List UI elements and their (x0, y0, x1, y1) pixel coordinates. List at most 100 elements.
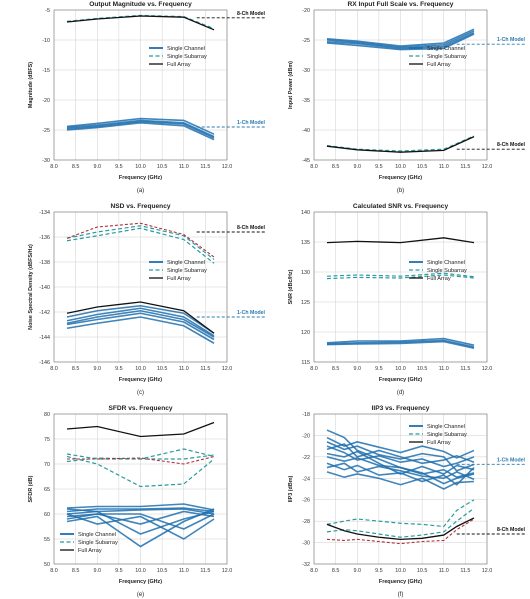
series-line-single-subarray (326, 272, 475, 278)
legend-entry: Single Subarray (427, 268, 467, 274)
legend: Single Channel Single Subarray Full Array (60, 532, 118, 554)
series-line-full-array (326, 237, 475, 244)
x-tick-label: 12.0 (222, 366, 233, 372)
panel-label: (a) (137, 188, 144, 194)
series-line-single-channel (326, 429, 475, 485)
x-tick-label: 9.0 (354, 366, 362, 372)
x-tick-label: 8.5 (72, 568, 80, 574)
y-tick-label: -146 (39, 360, 50, 366)
series-line-single-channel (66, 507, 215, 513)
x-tick-label: 8.5 (72, 366, 80, 372)
y-axis-label: Noise Spectral Density (dBFS/Hz) (28, 244, 34, 330)
series-line-single-channel (326, 337, 475, 346)
x-tick-label: 8.5 (72, 164, 80, 170)
y-tick-label: -30 (302, 541, 310, 547)
legend-entry: Single Subarray (427, 432, 467, 438)
chart-f: IIP3 vs. Frequency -32 -30 -28 -26 -24 -22 -20 -… (288, 405, 526, 598)
plot-frame (53, 413, 228, 565)
model-label: 8-Ch Model (497, 142, 526, 148)
x-tick-label: 8.0 (310, 568, 318, 574)
x-tick-label: 12.0 (482, 568, 493, 574)
plot-frame (313, 413, 488, 565)
x-tick-label: 9.0 (94, 164, 102, 170)
series-line-single-subarray (326, 274, 475, 280)
series-line-single-channel (66, 513, 215, 540)
x-axis-label: Frequency (GHz) (119, 579, 162, 585)
x-tick-label: 12.0 (222, 164, 233, 170)
legend-entry: Full Array (427, 62, 451, 68)
x-tick-label: 9.5 (375, 366, 383, 372)
series-line-single-channel (326, 471, 475, 490)
y-tick-label: -35 (302, 98, 310, 104)
x-tick-label: 8.5 (332, 568, 340, 574)
legend: Single Channel Single Subarray Full Array (409, 260, 467, 282)
x-axis-label: Frequency (GHz) (379, 377, 422, 383)
legend-entry: Full Array (78, 548, 102, 554)
x-tick-label: 11.5 (200, 164, 210, 170)
legend: Single Channel Single Subarray Full Array (149, 46, 207, 68)
legend-entry: Full Array (427, 440, 451, 446)
panel-label: (d) (397, 390, 404, 396)
panel-label: (e) (137, 592, 144, 598)
series-group (66, 421, 215, 548)
series-line-red (66, 222, 215, 258)
series-line-single-channel (66, 307, 215, 337)
x-tick-label: 10.5 (157, 164, 168, 170)
x-tick-label: 8.0 (310, 366, 318, 372)
x-tick-label: 9.0 (94, 366, 102, 372)
y-tick-label: -45 (302, 158, 310, 164)
series-line-red (66, 455, 215, 465)
x-tick-label: 10.5 (417, 164, 428, 170)
series-line-single-subarray (66, 225, 215, 260)
series-line-single-channel (66, 508, 215, 515)
y-tick-label: 75 (44, 437, 50, 443)
y-tick-label: 80 (44, 412, 50, 418)
series-line-single-channel (66, 316, 215, 344)
y-tick-label: -32 (302, 562, 310, 568)
series-line-single-channel (326, 462, 475, 486)
legend-entry: Full Array (427, 276, 451, 282)
x-axis-label: Frequency (GHz) (119, 175, 162, 181)
model-label: 8-Ch Model (497, 527, 526, 533)
y-tick-label: -30 (302, 68, 310, 74)
x-tick-label: 11.0 (439, 366, 449, 372)
x-tick-label: 8.0 (50, 366, 58, 372)
series-line-full-array (326, 136, 475, 153)
x-tick-label: 11.0 (179, 568, 189, 574)
model-label: 8-Ch Model (237, 11, 266, 17)
x-tick-label: 11.0 (179, 366, 189, 372)
y-tick-label: 60 (44, 512, 50, 518)
y-axis-label: SNR (dBc/Hz) (288, 269, 294, 304)
x-tick-label: 10.0 (395, 366, 406, 372)
y-tick-label: 55 (44, 537, 50, 543)
y-tick-label: -18 (302, 412, 310, 418)
y-tick-label: -144 (39, 335, 50, 341)
y-tick-label: 65 (44, 487, 50, 493)
y-tick-label: -28 (302, 519, 310, 525)
x-tick-label: 9.0 (94, 568, 102, 574)
legend-entry: Single Channel (427, 46, 465, 52)
series-line-single-channel (66, 503, 215, 511)
y-tick-label: -20 (302, 8, 310, 14)
y-tick-label: -15 (42, 68, 50, 74)
series-line-single-channel (66, 508, 215, 548)
series-line-single-channel (66, 513, 215, 530)
x-axis-label: Frequency (GHz) (379, 175, 422, 181)
chart-title: Calculated SNR vs. Frequency (353, 203, 449, 210)
series-line-single-subarray (326, 507, 475, 538)
y-tick-label: -40 (302, 128, 310, 134)
chart-e: SFDR vs. Frequency 50 55 60 65 70 75 80 8.0 8.5 9.… (28, 405, 232, 598)
model-label: 1-Ch Model (497, 457, 526, 463)
y-tick-label: 125 (301, 300, 310, 306)
x-tick-label: 11.0 (179, 164, 189, 170)
chart-b: RX Input Full Scale vs. Frequency -45 -40 -… (288, 1, 526, 194)
series-line-full-array (66, 421, 215, 438)
chart-title: IIP3 vs. Frequency (372, 405, 430, 412)
series-line-single-channel (326, 30, 475, 49)
x-axis-label: Frequency (GHz) (379, 579, 422, 585)
y-tick-label: -140 (39, 285, 50, 291)
x-tick-label: 9.5 (115, 366, 123, 372)
legend: Single Channel Single Subarray Full Array (149, 260, 207, 282)
x-tick-label: 11.5 (200, 568, 210, 574)
series-group (66, 14, 215, 141)
